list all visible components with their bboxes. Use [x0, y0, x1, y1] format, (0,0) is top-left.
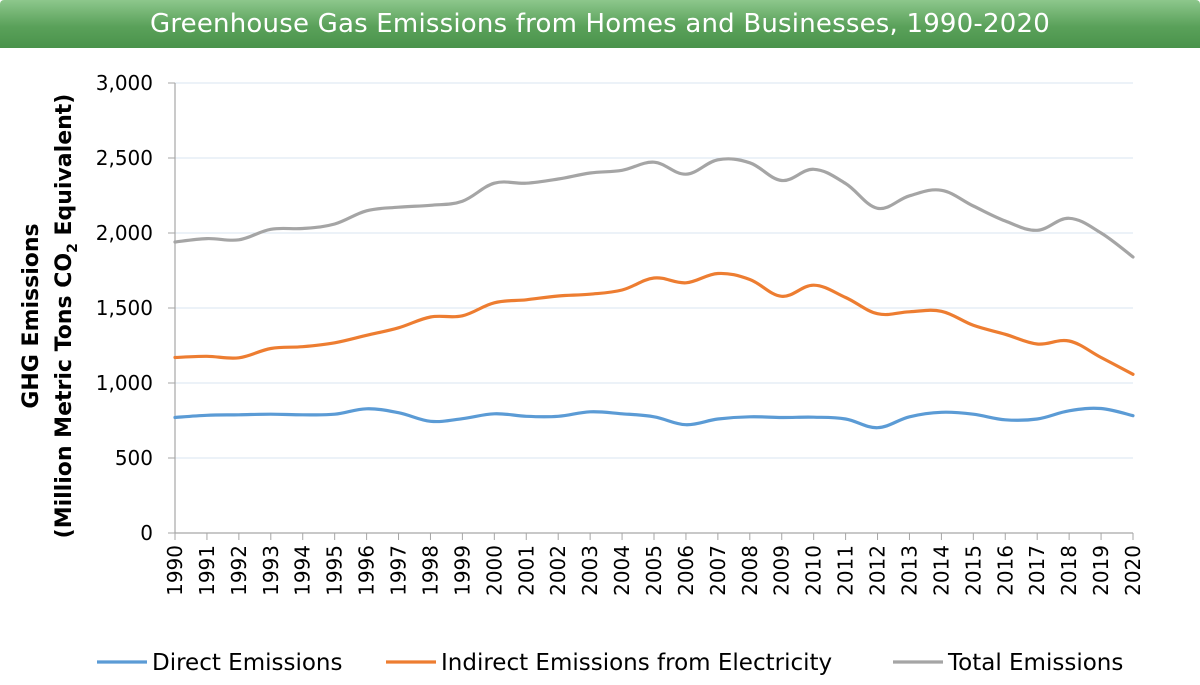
series-lines — [173, 157, 1135, 430]
x-tick-label: 1996 — [355, 545, 379, 596]
x-tick-label: 2004 — [610, 545, 634, 596]
y-axis-title-suffix: Equivalent) — [52, 94, 77, 244]
y-axis-title-subscript: 2 — [65, 243, 81, 253]
y-axis-title-line2: (Million Metric Tons CO2 Equivalent) — [52, 94, 81, 539]
x-tick-label: 2011 — [834, 545, 858, 596]
y-axis-title-line1: GHG Emissions — [19, 223, 44, 408]
x-tick-label: 2018 — [1057, 545, 1081, 596]
x-tick-label: 2017 — [1025, 545, 1049, 596]
chart-title: Greenhouse Gas Emissions from Homes and … — [150, 9, 1050, 39]
y-tick-label: 1,000 — [96, 371, 153, 395]
y-tick-label: 2,000 — [96, 221, 153, 245]
y-tick-label: 0 — [140, 521, 153, 545]
x-tick-label: 2002 — [546, 545, 570, 596]
x-tick-label: 1999 — [450, 545, 474, 596]
x-tick-label: 2012 — [866, 545, 890, 596]
x-tick-label: 2009 — [770, 545, 794, 596]
x-tick-label: 1990 — [163, 545, 187, 596]
x-tick-label: 2014 — [929, 545, 953, 596]
x-tick-label: 2008 — [738, 545, 762, 596]
series-line-total-emissions — [173, 157, 1135, 259]
series-line-direct-emissions — [173, 406, 1135, 430]
x-tick-label: 2010 — [802, 545, 826, 596]
y-tick-label: 2,500 — [96, 146, 153, 170]
x-tick-label: 1995 — [323, 545, 347, 596]
x-tick-label: 2016 — [993, 545, 1017, 596]
legend-label-direct-emissions: Direct Emissions — [152, 650, 343, 676]
title-bar: Greenhouse Gas Emissions from Homes and … — [0, 0, 1200, 48]
x-tick-label: 2013 — [897, 545, 921, 596]
axes — [168, 82, 1134, 540]
x-tick-label: 1998 — [418, 545, 442, 596]
legend-label-total-emissions: Total Emissions — [947, 650, 1123, 676]
x-tick-label: 2007 — [706, 545, 730, 596]
y-tick-label: 500 — [115, 446, 153, 470]
x-tick-label: 2005 — [642, 545, 666, 596]
x-tick-label: 2020 — [1121, 545, 1145, 596]
y-axis-title-prefix: (Million Metric Tons CO — [52, 253, 77, 538]
y-tick-label: 3,000 — [96, 71, 153, 95]
legend-label-indirect-emissions-from-electricity: Indirect Emissions from Electricity — [441, 650, 832, 676]
series-line-indirect-emissions-from-electricity — [173, 271, 1135, 376]
x-tick-label: 1991 — [195, 545, 219, 596]
x-tick-label: 1994 — [291, 545, 315, 596]
x-tick-label: 2015 — [961, 545, 985, 596]
x-tick-label: 1993 — [259, 545, 283, 596]
y-axis-title: GHG Emissions (Million Metric Tons CO2 E… — [19, 94, 81, 539]
x-tick-label: 1997 — [387, 545, 411, 596]
gridlines — [175, 82, 1133, 459]
x-tick-label: 2006 — [674, 545, 698, 596]
x-tick-label: 2003 — [578, 545, 602, 596]
y-tick-label: 1,500 — [96, 296, 153, 320]
x-tick-labels: 1990 1991 1992 1993 1994 1995 1996 1997 1998 1999… — [163, 545, 1145, 596]
legend: Direct Emissions Indirect Emissions from … — [97, 650, 1123, 676]
x-tick-label: 2001 — [514, 545, 538, 596]
x-tick-label: 2000 — [482, 545, 506, 596]
y-tick-labels: 0 500 1,000 1,500 2,000 2,500 3,000 — [96, 71, 153, 545]
x-tick-label: 1992 — [227, 545, 251, 596]
x-tick-label: 2019 — [1089, 545, 1113, 596]
